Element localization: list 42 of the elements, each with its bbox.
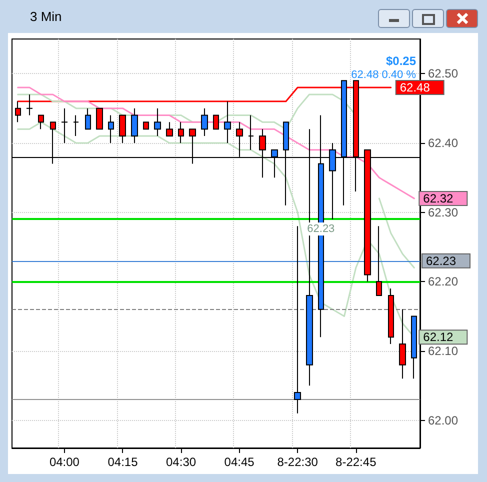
x-tick-label: 8-22:45 bbox=[336, 455, 377, 469]
candlestick bbox=[248, 114, 254, 150]
candlestick bbox=[131, 108, 138, 144]
candlestick bbox=[61, 108, 68, 144]
candlestick bbox=[224, 100, 231, 144]
candlestick bbox=[178, 122, 184, 144]
candlestick bbox=[376, 226, 382, 296]
candlestick bbox=[154, 108, 161, 137]
y-tick-label: 62.20 bbox=[428, 274, 458, 289]
data-label: 62.12 bbox=[423, 330, 454, 344]
x-tick-label: 8-22:30 bbox=[277, 455, 318, 469]
chart-title: 3 Min bbox=[30, 9, 62, 24]
candlestick bbox=[166, 122, 173, 137]
candlestick bbox=[213, 114, 219, 130]
candlestick bbox=[108, 114, 114, 144]
candlestick bbox=[294, 226, 301, 414]
x-tick-label: 04:45 bbox=[224, 455, 255, 469]
data-label: 62.32 bbox=[423, 191, 454, 206]
annotation: 62.23 bbox=[307, 223, 335, 235]
candlestick bbox=[85, 108, 91, 130]
y-tick-label: 62.10 bbox=[428, 344, 458, 358]
candlestick bbox=[388, 288, 394, 345]
candlestick bbox=[38, 114, 44, 130]
data-label: 62.48 bbox=[400, 80, 430, 95]
annotation: 62.48 0.40 % bbox=[351, 69, 416, 81]
candlestick bbox=[143, 122, 149, 130]
y-tick-label: 62.00 bbox=[428, 413, 458, 428]
candlestick bbox=[411, 316, 417, 380]
ref-line-label: 62.23 bbox=[426, 254, 456, 268]
x-tick-label: 04:00 bbox=[49, 455, 80, 469]
candlestick bbox=[96, 108, 103, 130]
annotation: $0.25 bbox=[386, 54, 416, 68]
x-tick-label: 04:15 bbox=[108, 455, 138, 469]
candlestick bbox=[26, 94, 33, 116]
candlestick bbox=[201, 108, 208, 137]
candlestick bbox=[119, 114, 126, 144]
candlestick bbox=[399, 308, 406, 380]
y-tick-label: 62.40 bbox=[428, 136, 458, 150]
y-tick-label: 62.30 bbox=[428, 205, 458, 220]
candlestick bbox=[73, 114, 79, 137]
y-tick-label: 62.50 bbox=[428, 66, 458, 81]
x-tick-label: 04:30 bbox=[166, 455, 196, 469]
